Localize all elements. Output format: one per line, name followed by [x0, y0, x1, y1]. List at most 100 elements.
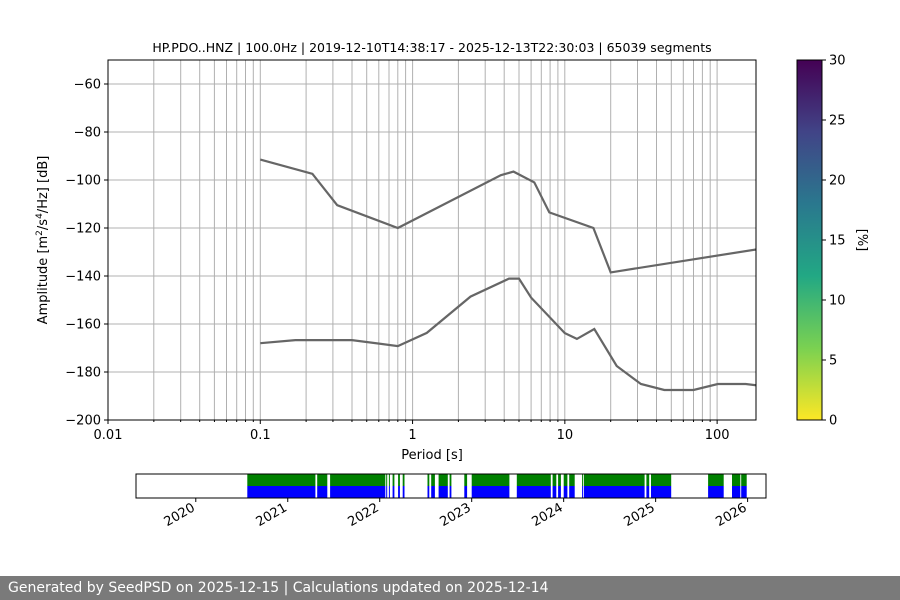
data-available-bar: [392, 486, 395, 498]
plot-background: [108, 60, 756, 420]
psd-available-bar: [464, 474, 468, 486]
x-tick-label: 100: [705, 428, 730, 443]
reference-curves: [260, 158, 756, 392]
data-available-bar: [438, 486, 448, 498]
y-tick-label: −80: [74, 126, 101, 141]
psd-available-bar: [582, 474, 584, 486]
figure: HP.PDO..HNZ | 100.0Hz | 2019-12-10T14:38…: [35, 40, 869, 530]
data-available-bar: [558, 486, 561, 498]
psd-available-bar: [646, 474, 650, 486]
psd-available-bar: [427, 474, 430, 486]
data-available-bar: [646, 486, 650, 498]
plot-frame: [107, 59, 757, 421]
timeline-tick-label: 2021: [254, 500, 290, 530]
timeline-tick-label: 2026: [713, 500, 749, 530]
timeline-tick-label: 2022: [346, 500, 382, 530]
chart-title: HP.PDO..HNZ | 100.0Hz | 2019-12-10T14:38…: [152, 40, 711, 55]
psd-available-bar: [583, 474, 645, 486]
x-tick-label: 10: [557, 428, 574, 443]
psd-available-bar: [471, 474, 510, 486]
timeline-ticks: 2020 2021 2022 2023 2024 2025 2026: [162, 498, 750, 530]
y-tick-label: −60: [74, 78, 101, 93]
nlnm-curve: [260, 277, 756, 392]
data-available-bar: [431, 486, 435, 498]
data-available-bar: [582, 486, 584, 498]
timeline-tick-label: 2025: [621, 500, 657, 530]
y-tick-label: −200: [65, 414, 101, 429]
data-available-bar: [708, 486, 724, 498]
colorbar-tick-label: 10: [829, 294, 846, 309]
y-tick-label: −120: [65, 222, 101, 237]
colorbar-label: [%]: [854, 229, 869, 252]
psd-available-bar: [732, 474, 741, 486]
psd-available-bar: [392, 474, 395, 486]
timeline-tick-label: 2024: [530, 500, 566, 530]
data-available-bar: [563, 486, 568, 498]
colorbar-tick-label: 30: [829, 54, 846, 69]
data-available-bar: [317, 486, 328, 498]
psd-available-bar: [741, 474, 747, 486]
colorbar-gradient: [796, 59, 823, 421]
x-tick-label: 1: [408, 428, 416, 443]
y-tick-label: −180: [65, 366, 101, 381]
data-available-bar: [398, 486, 400, 498]
timeline-tick-label: 2023: [438, 500, 474, 530]
data-available-bar: [741, 486, 747, 498]
x-axis-ticks: 0.01 0.1 1 10 100: [94, 420, 730, 443]
y-axis-ticks: −200 −180 −160 −140 −120 −100 −80 −60: [65, 78, 108, 429]
psd-available-bar: [388, 474, 390, 486]
data-available-bar: [247, 486, 316, 498]
colorbar-tick-label: 25: [829, 114, 846, 129]
psd-available-bar: [398, 474, 400, 486]
data-available-bar: [330, 486, 386, 498]
colorbar-tick-label: 20: [829, 174, 846, 189]
grid-lines: [108, 60, 756, 421]
y-tick-label: −140: [65, 270, 101, 285]
x-axis-label: Period [s]: [401, 448, 463, 463]
timeline-bars: [247, 474, 747, 498]
data-available-bar: [651, 486, 672, 498]
nhnm-curve: [260, 158, 756, 274]
data-available-bar: [516, 486, 551, 498]
data-available-bar: [464, 486, 468, 498]
y-tick-label: −160: [65, 318, 101, 333]
psd-available-bar: [317, 474, 328, 486]
colorbar-tick-label: 5: [829, 354, 837, 369]
psd-available-bar: [708, 474, 724, 486]
psd-available-bar: [247, 474, 316, 486]
psd-available-bar: [449, 474, 452, 486]
x-tick-label: 0.01: [94, 428, 123, 443]
data-available-bar: [449, 486, 452, 498]
data-available-bar: [471, 486, 510, 498]
availability-timeline: 2020 2021 2022 2023 2024 2025 2026: [135, 473, 767, 530]
psd-available-bar: [386, 474, 388, 486]
y-tick-label: −100: [65, 174, 101, 189]
timeline-tick-label: 2020: [162, 500, 198, 530]
psd-available-bar: [516, 474, 551, 486]
psd-available-bar: [558, 474, 561, 486]
data-available-bar: [388, 486, 390, 498]
colorbar-tick-label: 0: [829, 414, 837, 429]
data-available-bar: [583, 486, 645, 498]
psd-available-bar: [438, 474, 448, 486]
x-tick-label: 0.1: [250, 428, 271, 443]
psd-available-bar: [552, 474, 557, 486]
data-available-bar: [402, 486, 405, 498]
colorbar-tick-label: 15: [829, 234, 846, 249]
psd-available-bar: [651, 474, 672, 486]
psd-available-bar: [431, 474, 435, 486]
data-available-bar: [552, 486, 557, 498]
psd-available-bar: [330, 474, 386, 486]
psd-plot-area: 0.01 0.1 1 10 100 −200 −180 −160 −140 −120 −100 −8…: [65, 59, 757, 443]
data-available-bar: [732, 486, 741, 498]
psd-available-bar: [563, 474, 568, 486]
psd-available-bar: [402, 474, 405, 486]
data-available-bar: [427, 486, 430, 498]
data-available-bar: [386, 486, 388, 498]
footer-banner: Generated by SeedPSD on 2025-12-15 | Cal…: [0, 576, 900, 600]
timeline-frame: [135, 473, 767, 499]
data-available-bar: [569, 486, 575, 498]
colorbar-ticks: 0 5 10 15 20 25 30: [822, 54, 846, 429]
y-axis-label: Amplitude [m2/s4/Hz] [dB]: [35, 156, 51, 325]
psd-available-bar: [569, 474, 575, 486]
